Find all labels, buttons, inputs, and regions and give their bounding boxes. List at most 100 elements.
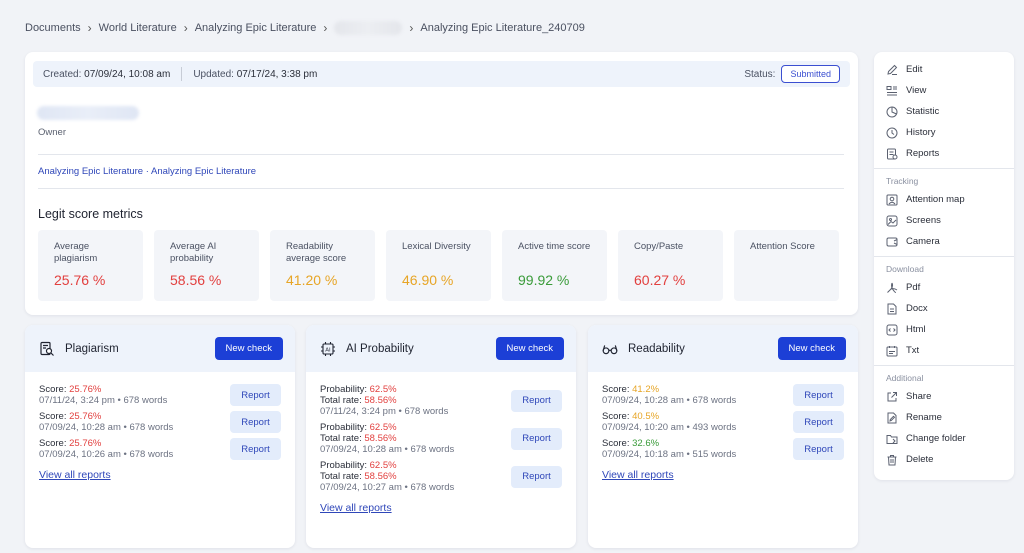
metric-value: 46.90 %: [402, 272, 454, 288]
entry-key: Probability:: [320, 422, 367, 433]
readability-view-all-link[interactable]: View all reports: [602, 469, 674, 481]
menu-item-attention-map[interactable]: Attention map: [874, 189, 1014, 210]
report-button[interactable]: Report: [793, 384, 844, 406]
entry-score: 41.2%: [632, 384, 660, 395]
metric-ai-probability: Average AI probability 58.56 %: [154, 230, 259, 301]
menu-item-label: Edit: [906, 64, 923, 75]
owner-label: Owner: [38, 127, 66, 138]
status-badge: Submitted: [781, 65, 840, 83]
menu-item-screens[interactable]: Screens: [874, 210, 1014, 231]
menu-item-edit[interactable]: Edit: [874, 59, 1014, 80]
menu-item-label: Html: [906, 324, 926, 335]
report-button[interactable]: Report: [793, 438, 844, 460]
updated-value: 07/17/24, 3:38 pm: [236, 68, 318, 80]
entry-score: 25.76%: [69, 411, 102, 422]
entry-key: Score:: [602, 438, 630, 449]
entry-meta: 07/09/24, 10:26 am • 678 words: [39, 449, 174, 460]
entry-key: Probability:: [320, 460, 367, 471]
report-button[interactable]: Report: [511, 427, 562, 450]
menu-item-txt[interactable]: Txt: [874, 340, 1014, 361]
metric-plagiarism: Average plagiarism 25.76 %: [38, 230, 143, 301]
trash-icon: [886, 454, 898, 466]
metric-value: 99.92 %: [518, 272, 570, 288]
menu-item-camera[interactable]: Camera: [874, 231, 1014, 252]
menu-item-delete[interactable]: Delete: [874, 449, 1014, 470]
plagiarism-list: Score: 25.76% 07/11/24, 3:24 pm • 678 wo…: [25, 372, 295, 481]
breadcrumb-documents[interactable]: Documents: [25, 22, 81, 34]
metric-value: 25.76 %: [54, 272, 106, 288]
list-item: Probability: 62.5% Total rate: 58.56% 07…: [320, 422, 562, 455]
readability-new-check-button[interactable]: New check: [777, 337, 846, 360]
menu-item-label: View: [906, 85, 927, 96]
breadcrumb-redacted[interactable]: [334, 21, 403, 35]
plagiarism-view-all-link[interactable]: View all reports: [39, 469, 111, 481]
pencil-icon: [886, 64, 898, 76]
metric-label: Copy/Paste: [634, 241, 684, 252]
list-item: Score: 41.2% 07/09/24, 10:28 am • 678 wo…: [602, 384, 844, 406]
breadcrumb-world-literature[interactable]: World Literature: [98, 22, 177, 34]
report-button[interactable]: Report: [230, 384, 281, 406]
camera-icon: [886, 236, 898, 248]
svg-text:AI: AI: [325, 347, 331, 353]
metric-active-time: Active time score 99.92 %: [502, 230, 607, 301]
entry-total-rate: 58.56%: [364, 471, 397, 482]
metric-label: Attention Score: [750, 241, 815, 252]
report-button[interactable]: Report: [511, 465, 562, 488]
list-item: Score: 25.76% 07/09/24, 10:26 am • 678 w…: [39, 438, 281, 460]
report-button[interactable]: Report: [230, 438, 281, 460]
menu-item-share[interactable]: Share: [874, 386, 1014, 407]
plagiarism-new-check-button[interactable]: New check: [214, 337, 283, 360]
metric-readability: Readability average score 41.20 %: [270, 230, 375, 301]
metric-label: Average AI probability: [170, 241, 217, 264]
readability-header: Readability New check: [588, 325, 858, 372]
report-button[interactable]: Report: [511, 389, 562, 412]
ai-probability-title: AI Probability: [346, 342, 414, 355]
entry-meta: 07/11/24, 3:24 pm • 678 words: [39, 395, 168, 406]
entry-meta: 07/09/24, 10:20 am • 493 words: [602, 422, 737, 433]
breadcrumb: Documents › World Literature › Analyzing…: [25, 21, 585, 35]
menu-item-history[interactable]: History: [874, 122, 1014, 143]
owner-name-redacted: [37, 106, 139, 120]
glasses-icon: [602, 341, 618, 357]
menu-item-rename[interactable]: Rename: [874, 407, 1014, 428]
divider: [38, 154, 844, 155]
breadcrumb-analyzing-epic[interactable]: Analyzing Epic Literature: [194, 22, 317, 34]
menu-item-label: Change folder: [906, 433, 966, 444]
menu-item-docx[interactable]: Docx: [874, 298, 1014, 319]
menu-item-view[interactable]: View: [874, 80, 1014, 101]
menu-item-label: Delete: [906, 454, 934, 465]
menu-item-change-folder[interactable]: Change folder: [874, 428, 1014, 449]
ai-view-all-link[interactable]: View all reports: [320, 502, 392, 514]
entry-probability: 62.5%: [369, 384, 397, 395]
divider: [874, 168, 1014, 169]
entry-meta: 07/09/24, 10:27 am • 678 words: [320, 482, 455, 493]
breadcrumb-current: Analyzing Epic Literature_240709: [420, 22, 585, 34]
meta-bar: Created: 07/09/24, 10:08 am Updated: 07/…: [33, 61, 850, 87]
menu-item-label: Rename: [906, 412, 942, 423]
folder-icon: [886, 433, 898, 445]
entry-meta: 07/11/24, 3:24 pm • 678 words: [320, 406, 449, 417]
menu-item-statistic[interactable]: Statistic: [874, 101, 1014, 122]
menu-item-label: Statistic: [906, 106, 940, 117]
entry-key: Score:: [39, 411, 67, 422]
report-button[interactable]: Report: [793, 411, 844, 433]
menu-item-label: Docx: [906, 303, 928, 314]
report-button[interactable]: Report: [230, 411, 281, 433]
menu-item-label: Reports: [906, 148, 940, 159]
ai-new-check-button[interactable]: New check: [495, 337, 564, 360]
html-icon: [886, 324, 898, 336]
chevron-right-icon: ›: [409, 21, 414, 35]
list-item: Score: 32.6% 07/09/24, 10:18 am • 515 wo…: [602, 438, 844, 460]
menu-item-html[interactable]: Html: [874, 319, 1014, 340]
divider: [874, 256, 1014, 257]
rename-icon: [886, 412, 898, 424]
menu-item-reports[interactable]: Reports: [874, 143, 1014, 164]
metrics-row: Average plagiarism 25.76 % Average AI pr…: [38, 230, 839, 301]
readability-card: Readability New check Score: 41.2% 07/09…: [588, 325, 858, 548]
menu-item-pdf[interactable]: Pdf: [874, 277, 1014, 298]
entry-meta: 07/09/24, 10:18 am • 515 words: [602, 449, 737, 460]
divider: [181, 67, 183, 81]
chevron-right-icon: ›: [323, 21, 328, 35]
document-links[interactable]: Analyzing Epic Literature · Analyzing Ep…: [38, 166, 257, 177]
entry-key: Probability:: [320, 384, 367, 395]
